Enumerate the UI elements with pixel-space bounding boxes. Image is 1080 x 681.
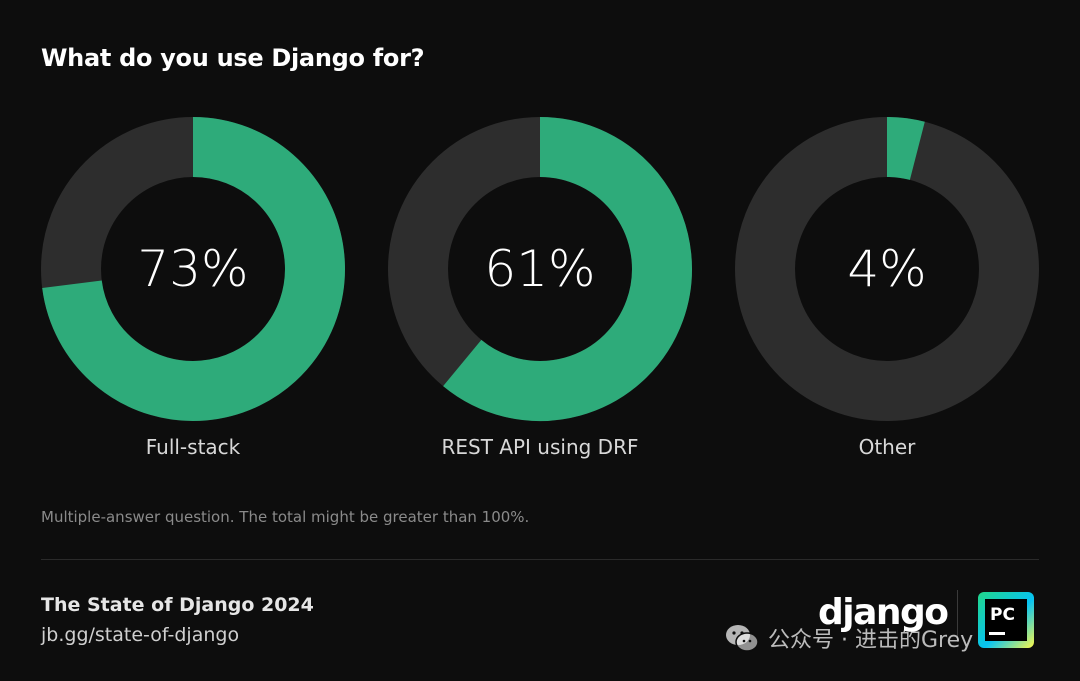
survey-title: The State of Django 2024: [41, 594, 314, 616]
footnote: Multiple-answer question. The total migh…: [41, 508, 530, 526]
chart-title: What do you use Django for?: [41, 44, 425, 72]
wechat-icon: [726, 625, 759, 652]
donut-value-other: 4%: [847, 240, 926, 298]
chart-label-rest-api: REST API using DRF: [441, 435, 639, 459]
donut-slice-other: [886, 117, 925, 181]
donut-slice-rest-api-using-drf: [443, 117, 692, 421]
divider: [41, 559, 1039, 560]
chart-label-full-stack: Full-stack: [145, 435, 241, 459]
logo-separator: [957, 590, 958, 642]
donut-value-full-stack: 73%: [137, 240, 248, 298]
donut-slice-full-stack: [42, 117, 345, 421]
watermark: 公众号 · 进击的Grey: [724, 622, 973, 654]
donut-value-rest-api-using-drf: 61%: [484, 240, 595, 298]
chart-label-other: Other: [858, 435, 916, 459]
watermark-text: 公众号 · 进击的Grey: [768, 628, 974, 653]
pycharm-logo-text: PC: [990, 605, 1015, 625]
pycharm-logo: PC: [978, 592, 1034, 648]
survey-link[interactable]: jb.gg/state-of-django: [41, 624, 240, 646]
django-logo: django: [818, 592, 949, 633]
